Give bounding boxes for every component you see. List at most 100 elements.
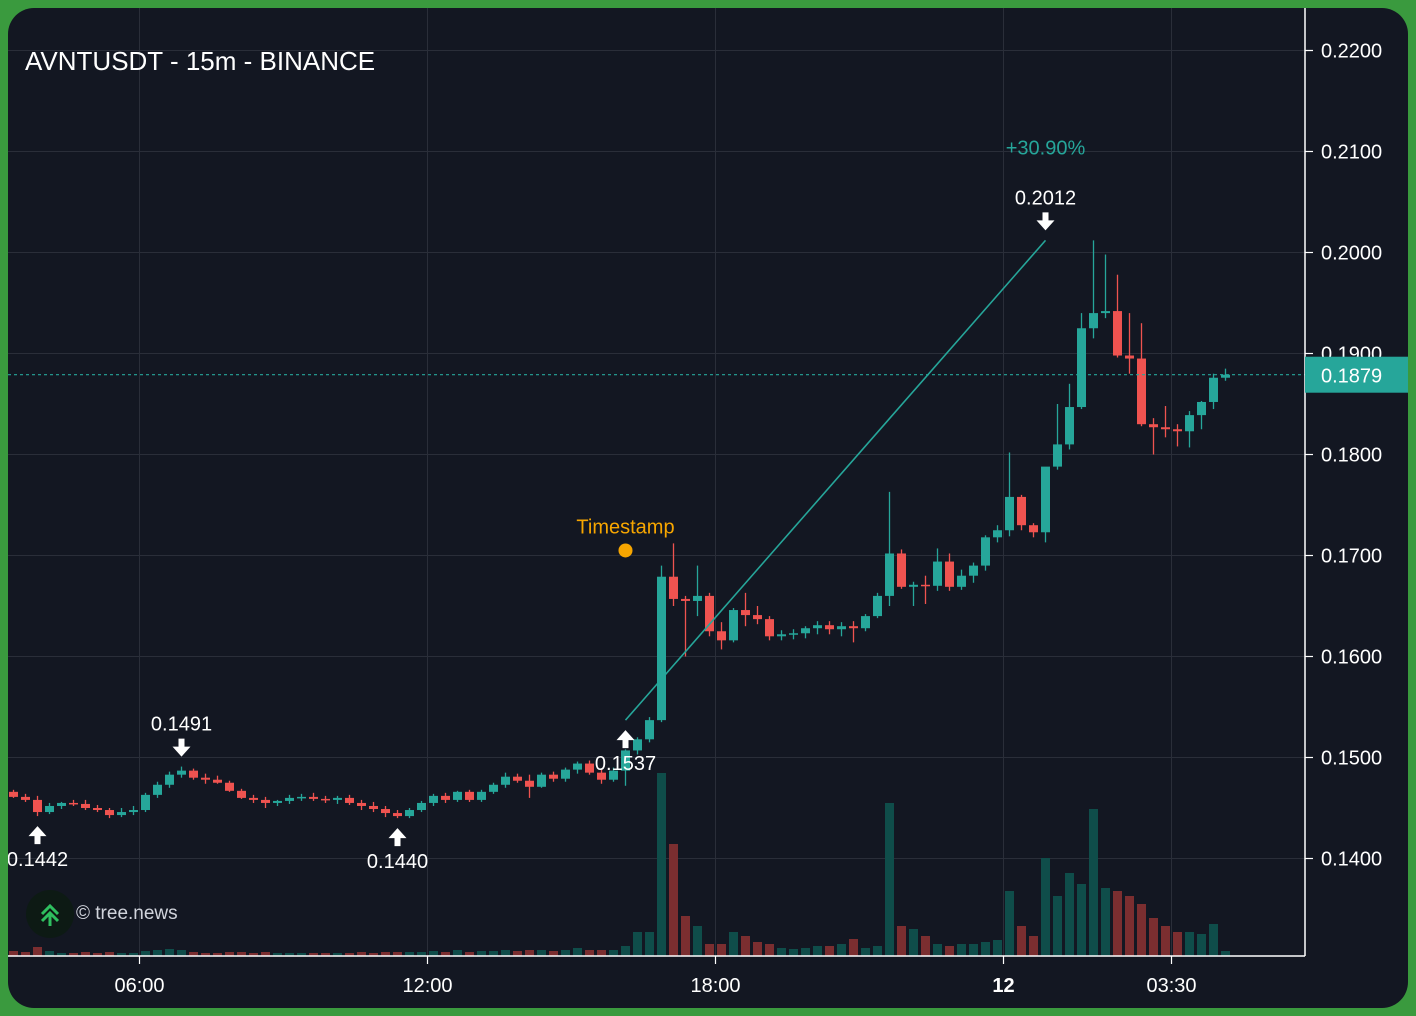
candle-body: [729, 610, 738, 641]
candle: [321, 795, 330, 803]
candle-body: [1161, 427, 1170, 430]
candle-body: [9, 791, 18, 797]
volume-bar: [33, 947, 42, 956]
candle-body: [597, 772, 606, 780]
candle-body: [129, 810, 138, 813]
candle: [1077, 313, 1086, 410]
volume-bar: [153, 950, 162, 956]
grid-lines: [8, 8, 1305, 956]
candle: [501, 772, 510, 788]
candle-body: [285, 797, 294, 801]
volume-bar: [189, 952, 198, 956]
measure-percent-label: +30.90%: [1006, 137, 1086, 159]
candle: [705, 592, 714, 637]
volume-bar: [861, 948, 870, 956]
volume-bar: [993, 940, 1002, 956]
candle: [969, 562, 978, 583]
candle: [981, 535, 990, 571]
candle: [393, 810, 402, 819]
candle-body: [585, 763, 594, 773]
candle-body: [861, 616, 870, 629]
candle-body: [333, 797, 342, 800]
price-tick-label: 0.1500: [1321, 748, 1382, 770]
time-axis-ticks: 06:00 12:00 18:00 12 03:30: [114, 956, 1197, 997]
candle-body: [909, 584, 918, 587]
volume-bar: [1029, 936, 1038, 956]
low-price-label: 0.1440: [367, 851, 428, 873]
candle-body: [789, 633, 798, 635]
candle: [741, 592, 750, 627]
candle: [1053, 404, 1062, 470]
candle-body: [945, 561, 954, 587]
price-tick-label: 0.2200: [1321, 41, 1382, 63]
time-tick-label: 18:00: [690, 975, 740, 997]
chart-title: AVNTUSDT - 15m - BINANCE: [25, 46, 376, 76]
candle-body: [513, 776, 522, 781]
candle: [993, 525, 1002, 543]
candle-body: [813, 625, 822, 629]
volume-bar: [429, 951, 438, 956]
candle-body: [117, 812, 126, 816]
volume-bar: [477, 951, 486, 956]
candle-body: [393, 813, 402, 817]
volume-bar: [285, 953, 294, 956]
candle: [357, 799, 366, 811]
candle-body: [1005, 496, 1014, 531]
candle: [1029, 523, 1038, 538]
volume-bar: [273, 953, 282, 956]
volume-bar: [405, 952, 414, 956]
candle: [93, 804, 102, 813]
candle-body: [645, 720, 654, 740]
volume-bar: [369, 953, 378, 956]
watermark: © tree.news: [26, 890, 178, 938]
candle-body: [609, 770, 618, 780]
arrow-up-icon: [616, 730, 635, 749]
candle-body: [369, 805, 378, 810]
candle-body: [825, 625, 834, 630]
candle-body: [261, 799, 270, 803]
tree-news-logo-icon: [26, 890, 74, 938]
candle-body: [321, 798, 330, 801]
candle: [657, 565, 666, 723]
candle-body: [1125, 355, 1134, 359]
price-tick-label: 0.1400: [1321, 849, 1382, 871]
price-axis-ticks: 0.22000.21000.20000.19000.18000.17000.16…: [1305, 41, 1382, 871]
volume-bar: [225, 952, 234, 956]
candle: [1137, 323, 1146, 427]
candle: [1185, 411, 1194, 448]
volume-bar: [417, 952, 426, 956]
candle-body: [201, 777, 210, 780]
candle: [945, 553, 954, 591]
candle: [849, 621, 858, 643]
volume-bar: [969, 944, 978, 956]
volume-bar: [1101, 888, 1110, 956]
candle: [777, 630, 786, 641]
candle: [129, 805, 138, 816]
volume-bar: [213, 953, 222, 956]
candle: [69, 799, 78, 806]
volume-bar: [693, 926, 702, 956]
candle-body: [1173, 429, 1182, 432]
volume-bar: [1077, 884, 1086, 956]
price-chart[interactable]: +30.90% 0.1442 0.1491 0.1440 0.1537 0.2012 Tim…: [8, 8, 1408, 1008]
candle: [1017, 494, 1026, 531]
candle: [21, 793, 30, 802]
volume-bar: [261, 952, 270, 956]
arrow-down-icon: [172, 738, 191, 757]
candle-body: [681, 598, 690, 601]
volume-bar: [849, 939, 858, 956]
candle-body: [381, 809, 390, 814]
candle-body: [405, 810, 414, 817]
candle-body: [969, 565, 978, 576]
candle: [249, 794, 258, 803]
candle-body: [885, 553, 894, 596]
candle-body: [357, 802, 366, 806]
volume-bar: [645, 932, 654, 956]
volume-bar: [729, 932, 738, 956]
volume-bar: [1065, 873, 1074, 956]
candle: [273, 799, 282, 806]
volume-bar: [393, 952, 402, 956]
candle-body: [273, 800, 282, 803]
candle-body: [897, 553, 906, 587]
candle-body: [429, 795, 438, 803]
